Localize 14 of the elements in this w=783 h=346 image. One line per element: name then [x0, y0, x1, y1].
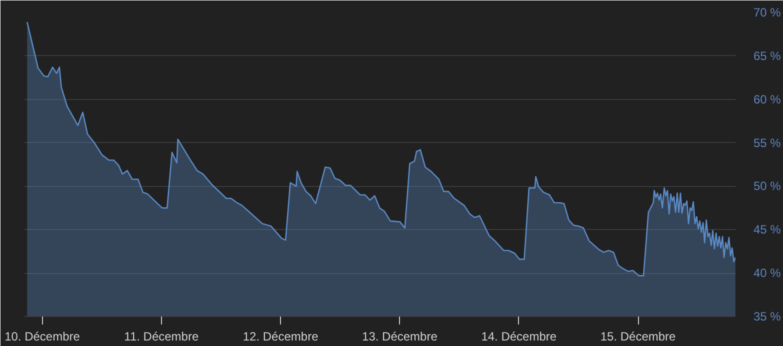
- y-tick-label: 65 %: [754, 48, 782, 63]
- x-tick-label: 10. Décembre: [4, 330, 80, 344]
- x-tick-label: 15. Décembre: [600, 330, 676, 344]
- y-tick-label: 50 %: [754, 179, 782, 194]
- y-tick-label: 40 %: [754, 266, 782, 280]
- x-tick-label: 14. Décembre: [481, 330, 557, 344]
- y-tick-label: 60 %: [754, 92, 782, 106]
- y-tick-label: 45 %: [754, 222, 782, 237]
- x-tick-label: 11. Décembre: [124, 330, 199, 344]
- y-tick-label: 55 %: [754, 136, 782, 150]
- y-tick-label: 70 %: [754, 6, 782, 20]
- x-tick-label: 13. Décembre: [362, 330, 438, 344]
- x-tick-label: 12. Décembre: [242, 330, 319, 344]
- y-tick-label: 35 %: [754, 310, 782, 324]
